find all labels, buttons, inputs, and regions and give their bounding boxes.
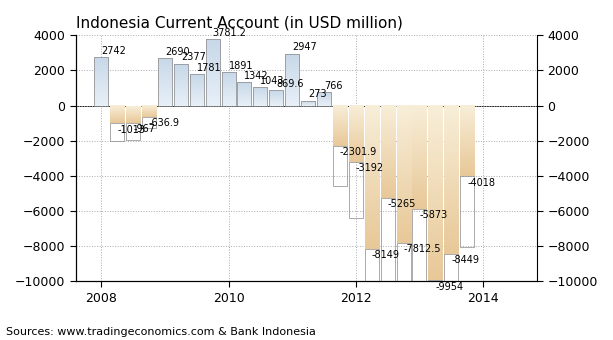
Bar [460,176,474,247]
Text: -5265: -5265 [387,200,416,209]
Text: -636.9: -636.9 [149,118,180,128]
Text: Sources: www.tradingeconomics.com & Bank Indonesia: Sources: www.tradingeconomics.com & Bank… [6,327,316,337]
Text: 1342: 1342 [245,71,269,81]
Bar [428,280,443,340]
Bar [285,54,299,106]
Text: -4018: -4018 [467,177,495,188]
Text: -7812.5: -7812.5 [403,244,441,254]
Text: 1043: 1043 [261,76,285,86]
Text: 2742: 2742 [101,46,126,56]
Text: 2947: 2947 [292,42,317,52]
Bar [142,117,156,128]
Text: -1013: -1013 [117,125,145,135]
Text: 2377: 2377 [181,52,206,63]
Bar [381,198,395,290]
Bar [349,162,363,218]
Bar [189,74,204,106]
Text: 766: 766 [324,81,343,91]
Bar [301,101,315,106]
Text: -5873: -5873 [419,210,447,220]
Text: -8149: -8149 [371,250,400,260]
Bar [158,58,172,106]
Text: 1781: 1781 [197,63,221,73]
Text: 1891: 1891 [229,61,253,71]
Bar [221,72,235,106]
Text: 3781.2: 3781.2 [213,28,246,38]
Bar [174,64,188,106]
Text: -967: -967 [133,124,155,134]
Text: -8449: -8449 [451,255,479,265]
Text: -9954: -9954 [435,282,463,292]
Bar [397,243,411,340]
Bar [317,92,331,106]
Bar [365,249,379,340]
Bar [126,122,140,139]
Bar [253,87,267,106]
Bar [444,254,459,340]
Text: 273: 273 [308,89,327,99]
Text: 869.6: 869.6 [276,79,304,89]
Bar [205,39,219,106]
Text: Indonesia Current Account (in USD million): Indonesia Current Account (in USD millio… [76,15,403,30]
Text: -3192: -3192 [356,163,384,173]
Bar [333,146,347,186]
Bar [237,82,251,106]
Bar [269,90,283,106]
Bar [413,209,427,312]
Bar [94,57,109,106]
Text: -2301.9: -2301.9 [340,148,377,157]
Bar [110,123,124,141]
Text: 2690: 2690 [165,47,189,57]
